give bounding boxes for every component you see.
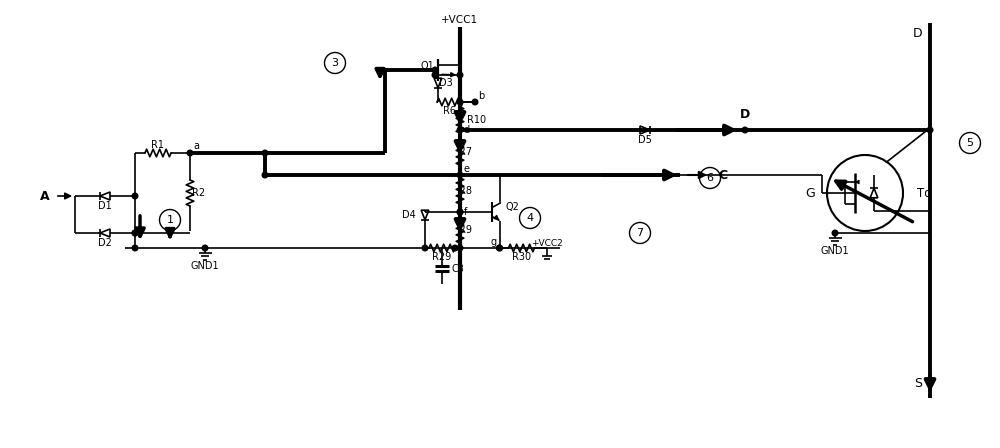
Text: +VCC1: +VCC1 [441,15,479,25]
Text: f: f [464,207,467,217]
Circle shape [457,209,463,215]
Text: R7: R7 [459,147,473,157]
Text: d: d [464,125,470,135]
Text: Q1: Q1 [420,61,434,71]
Circle shape [472,99,478,105]
Circle shape [262,172,268,178]
Text: R30: R30 [512,251,531,262]
Circle shape [262,150,268,156]
Circle shape [832,230,838,236]
Text: R2: R2 [192,188,205,198]
Text: R29: R29 [432,251,452,262]
Circle shape [187,150,193,156]
Text: D: D [740,108,750,121]
Text: Q2: Q2 [505,202,519,212]
Text: G: G [805,186,815,199]
Text: GND1: GND1 [821,246,849,255]
Text: +VCC2: +VCC2 [531,238,562,247]
Text: b: b [479,91,485,101]
Circle shape [457,172,463,178]
Circle shape [457,127,463,133]
Text: R6: R6 [444,106,456,116]
Text: D2: D2 [98,238,112,248]
Text: GND1: GND1 [191,260,219,271]
Text: D3: D3 [439,78,453,88]
Text: R8: R8 [460,186,473,196]
Circle shape [457,209,463,215]
Circle shape [497,245,502,251]
Text: a: a [194,141,200,151]
Text: 1: 1 [166,215,174,225]
Text: D4: D4 [402,210,416,220]
Text: 3: 3 [332,58,338,68]
Text: D: D [912,26,922,39]
Text: S: S [914,376,922,389]
Text: R9: R9 [460,225,473,235]
Circle shape [742,127,748,133]
Circle shape [452,245,458,251]
Circle shape [432,67,438,73]
Circle shape [132,245,138,251]
Text: 6: 6 [706,173,714,183]
Text: 4: 4 [526,213,534,223]
Text: Td: Td [917,186,932,199]
Text: C: C [718,168,727,181]
Circle shape [432,72,438,78]
Text: 5: 5 [966,138,974,148]
Circle shape [457,72,463,78]
Text: e: e [464,164,470,173]
Circle shape [202,245,208,251]
Text: C3: C3 [451,263,464,273]
Text: 7: 7 [636,228,644,238]
Text: g: g [490,237,497,246]
Circle shape [927,127,933,133]
Text: D1: D1 [98,201,112,211]
Circle shape [132,230,138,236]
Text: A: A [40,190,50,202]
Circle shape [457,99,463,105]
Circle shape [497,245,502,251]
Circle shape [132,193,138,199]
Text: R10: R10 [467,115,486,125]
Circle shape [132,230,138,236]
Text: D5: D5 [638,135,652,145]
Circle shape [457,245,463,251]
Circle shape [422,245,428,251]
Text: R1: R1 [152,139,164,150]
